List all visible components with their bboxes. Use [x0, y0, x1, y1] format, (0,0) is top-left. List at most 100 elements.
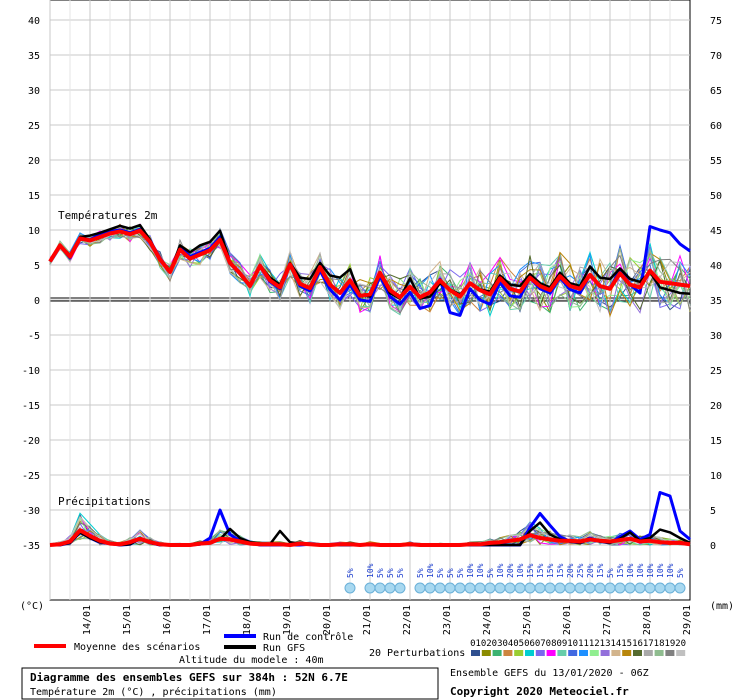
left-tick-label: 35 [28, 51, 40, 62]
legend-gfs-label: Run GFS [263, 643, 305, 654]
perturbation-legend: 01 02 03 04 05 06 07 08 09 10 11 12 13 14 15 16 17 18 19 20 [470, 639, 686, 656]
right-tick-label: 65 [710, 86, 722, 97]
date-tick-label: 16/01 [162, 605, 173, 635]
left-unit: (°C) [20, 601, 44, 612]
snow-flake-icon [364, 582, 376, 594]
date-tick-label: 17/01 [202, 605, 213, 635]
perturbation-id-label: 09 [556, 639, 567, 649]
snow-flake-icon [444, 582, 456, 594]
date-tick-label: 25/01 [522, 605, 533, 635]
left-tick-label: -10 [22, 366, 40, 377]
snow-percent-label: 5% [396, 568, 405, 578]
snow-percent-label: 15% [596, 563, 605, 578]
perturbation-id-label: 07 [535, 639, 546, 649]
snow-flake-icon [344, 582, 356, 594]
perturbation-id-label: 04 [502, 639, 513, 649]
main-series [48, 223, 691, 547]
perturbation-swatch [503, 650, 513, 656]
right-tick-label: 35 [710, 296, 722, 307]
snow-flake-icon [624, 582, 636, 594]
left-tick-label: 5 [34, 261, 40, 272]
date-tick-label: 15/01 [122, 605, 133, 635]
perturbation-id-label: 19 [664, 639, 675, 649]
date-tick-label: 28/01 [642, 605, 653, 635]
run-info: Ensemble GEFS du 13/01/2020 - 06Z [450, 668, 649, 679]
perturbation-swatch [471, 650, 480, 656]
perturbation-swatch [557, 650, 567, 656]
right-tick-label: 10 [710, 471, 722, 482]
snow-percent-label: 10% [666, 563, 675, 578]
snow-percent-label: 5% [386, 568, 395, 578]
perturbation-id-label: 18 [654, 639, 665, 649]
snow-percent-label: 5% [606, 568, 615, 578]
snow-flake-icon [384, 582, 396, 594]
perturbation-id-label: 12 [589, 639, 600, 649]
snow-percent-label: 25% [576, 563, 585, 578]
snow-flake-icon [584, 582, 596, 594]
footer-subtitle: Température 2m (°C) , précipitations (mm… [30, 686, 277, 698]
perturbation-id-label: 20 [675, 639, 686, 649]
snow-flake-icon [564, 582, 576, 594]
perturbation-id-label: 17 [643, 639, 654, 649]
perturbation-swatch [481, 650, 491, 656]
perturbation-swatch [579, 650, 588, 656]
perturbation-swatch [525, 650, 534, 656]
mean-precip-line [49, 528, 691, 547]
date-tick-label: 18/01 [242, 605, 253, 635]
right-tick-label: 55 [710, 156, 722, 167]
snow-percent-label: 5% [456, 568, 465, 578]
perturbation-swatch [568, 650, 578, 656]
snow-percent-label: 5% [446, 568, 455, 578]
snow-flake-icon [634, 582, 646, 594]
right-tick-label: 0 [710, 541, 716, 552]
left-tick-label: -35 [22, 541, 40, 552]
date-tick-label: 20/01 [322, 605, 333, 635]
perturbation-swatch [535, 650, 545, 656]
left-tick-label: 15 [28, 191, 40, 202]
left-tick-label: 0 [34, 296, 40, 307]
right-tick-label: 60 [710, 121, 722, 132]
snow-flake-icon [484, 582, 496, 594]
perturbation-swatch [492, 650, 502, 656]
snow-percent-label: 15% [536, 563, 545, 578]
perturbation-id-label: 06 [524, 639, 535, 649]
snow-percent-label: 10% [646, 563, 655, 578]
left-axis: 40 35 30 25 20 15 10 5 0 -5 -10 -15 -20 -25 -30 -35 [22, 16, 40, 552]
snow-percent-label: 10% [656, 563, 665, 578]
snow-flake-icon [514, 582, 526, 594]
perturbation-swatch [622, 650, 632, 656]
perturbation-swatch [654, 650, 664, 656]
snow-flake-icon [574, 582, 586, 594]
snow-percent-label: 10% [626, 563, 635, 578]
snow-flake-icon [654, 582, 666, 594]
mean-temp-line [48, 228, 691, 300]
left-tick-label: -25 [22, 471, 40, 482]
snow-percent-label: 5% [486, 568, 495, 578]
perturbation-id-label: 01 [470, 639, 481, 649]
left-tick-label: -30 [22, 506, 40, 517]
snow-flake-icon [534, 582, 546, 594]
precip-label: Précipitations [58, 495, 151, 508]
legend-mean-label: Moyenne des scénarios [74, 641, 200, 653]
snow-percent-label: 10% [426, 563, 435, 578]
snow-flake-icon [394, 582, 406, 594]
left-tick-label: -5 [28, 331, 40, 342]
snow-flake-icon [464, 582, 476, 594]
footer-box [21, 667, 439, 700]
date-tick-label: 22/01 [402, 605, 413, 635]
snow-flake-icon [604, 582, 616, 594]
date-tick-label: 19/01 [282, 605, 293, 635]
snow-flake-icon [674, 582, 686, 594]
perturbation-swatch [665, 650, 675, 656]
perturbation-swatch [589, 650, 599, 656]
legend-control-swatch [224, 634, 256, 638]
perturbation-id-label: 14 [610, 639, 621, 649]
legend-gfs-swatch [224, 645, 256, 649]
right-tick-label: 30 [710, 331, 722, 342]
perturbation-id-label: 03 [492, 639, 503, 649]
snow-flake-icon [434, 582, 446, 594]
snow-flake-icon [554, 582, 566, 594]
